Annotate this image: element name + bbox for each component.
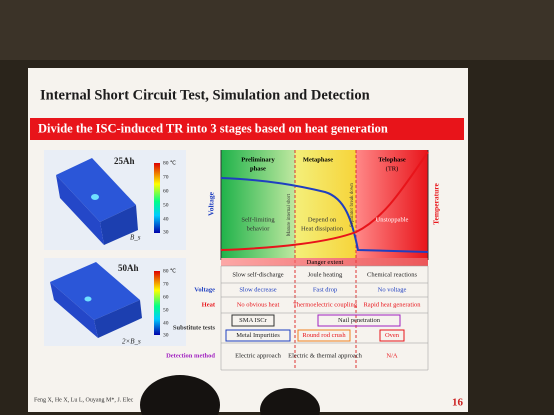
cell: Fast drop [313,286,337,293]
cell-side [100,205,138,245]
panel: 50Ah 80 ℃ 70 60 50 40 30 2×B_s [44,258,186,346]
phase-label: Preliminary [241,156,275,163]
colorbar [154,163,160,233]
colorbar-tick: 50 [163,202,169,208]
panel-label: 50Ah [118,263,139,273]
test-box [231,314,275,327]
colorbar-label: 80 ℃ [163,268,177,274]
hotspot [91,194,99,200]
cell-front [56,175,104,245]
phase-note: Heat dissipation [301,225,344,232]
colorbar [154,271,160,335]
phase-label: (TR) [386,165,399,172]
page-number: 16 [452,397,464,409]
colorbar-label: 80 ℃ [163,160,177,166]
phase-label: Telophase [378,156,406,163]
cell: SMA ISCr [239,317,267,324]
cell: Nail penetration [338,317,381,324]
phase-note: Self-limiting [241,216,275,223]
cell: Slow decrease [239,286,276,293]
colorbar-tick: 70 [163,174,169,180]
cell-side [94,300,142,338]
phase-note: Depend on [308,216,337,223]
cell: Thermoelectric coupling [293,301,358,308]
cell: Electric approach [235,352,281,359]
test-box [225,329,291,342]
cell: Round rod crush [302,332,346,339]
colorbar-tick: 60 [163,188,169,194]
temperature-curve [220,151,429,251]
row-label: Substitute tests [173,324,216,331]
cell: Chemical reactions [367,271,417,278]
table-grid [220,265,429,371]
row-label: Heat [202,301,216,308]
row-label: Voltage [194,286,215,293]
title: Internal Short Circuit Test, Simulation … [40,87,370,103]
marker-label: Separator break down [350,183,355,227]
dimension: 2×B_s [122,338,141,346]
banner [30,118,464,140]
colorbar-tick: 40 [163,320,169,326]
row-label: Detection method [166,352,215,359]
colorbar-tick: 60 [163,294,169,300]
cell: Rapid heat generation [363,301,421,308]
banner-text: Divide the ISC-induced TR into 3 stages … [38,121,388,135]
cell: No voltage [378,286,407,293]
danger-bar [221,258,428,266]
phase-bg [295,150,356,258]
audience-head [140,375,220,415]
voltage-curve [220,177,429,253]
colorbar-tick: 70 [163,281,169,287]
axis-label: Voltage [207,191,216,216]
ceiling [0,0,554,60]
colorbar-tick: 30 [163,332,169,338]
dimension: B_s [130,234,141,242]
cell-front [50,282,98,338]
phase-note: Unstoppable [376,216,409,223]
colorbar-tick: 40 [163,216,169,222]
phase-note: behavior [247,225,271,232]
phase-label: phase [250,165,266,172]
panel-label: 25Ah [114,156,135,166]
cell: No obvious heat [237,301,280,308]
danger-label: Danger extent [307,259,344,266]
colorbar-tick: 30 [163,229,169,235]
cell: Oven [385,332,400,339]
cell-top [50,262,140,320]
cell: Joule heating [308,271,343,278]
axis-label: Temperature [432,183,441,225]
cell: Electric & thermal approach [288,352,363,359]
marker-label: Mature internal short [287,193,292,236]
audience-head [260,388,320,415]
phase-label: Metaphase [303,156,333,163]
test-box [297,329,351,342]
panel: 25Ah 80 ℃ 70 60 50 40 30 B_s [44,150,186,250]
cell: Slow self-discharge [232,271,283,278]
test-box [317,314,401,327]
test-box [379,329,405,342]
colorbar-tick: 50 [163,307,169,313]
citation: Feng X, He X, Lu L, Ouyang M*, J. Elec [34,397,134,403]
phase-bg [221,150,295,258]
cell: N/A [386,352,398,359]
hotspot [84,296,92,302]
cell: Metal Impurities [236,332,280,339]
cell-top [56,158,136,222]
